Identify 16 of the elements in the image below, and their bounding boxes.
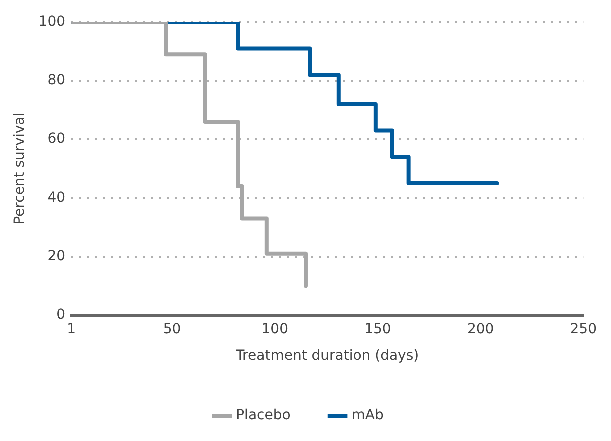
x-tick-label: 50 xyxy=(163,321,182,338)
legend-label: Placebo xyxy=(236,408,291,424)
y-tick-label: 100 xyxy=(38,14,66,30)
x-tick-label: 100 xyxy=(262,321,288,338)
x-tick-label: 250 xyxy=(570,321,598,338)
y-tick-label: 60 xyxy=(48,131,66,148)
y-tick-label: 20 xyxy=(48,248,66,264)
y-tick-label: 40 xyxy=(48,190,66,206)
x-tick-label: 150 xyxy=(364,321,392,338)
x-tick-label: 200 xyxy=(467,321,494,338)
y-tick-label: 0 xyxy=(56,307,66,324)
x-axis-title: Treatment duration (days) xyxy=(235,348,420,364)
x-tick-label: 1 xyxy=(67,321,76,338)
y-axis-title: Percent survival xyxy=(12,112,28,225)
y-tick-label: 80 xyxy=(48,72,66,89)
legend-label: mAb xyxy=(352,408,384,424)
